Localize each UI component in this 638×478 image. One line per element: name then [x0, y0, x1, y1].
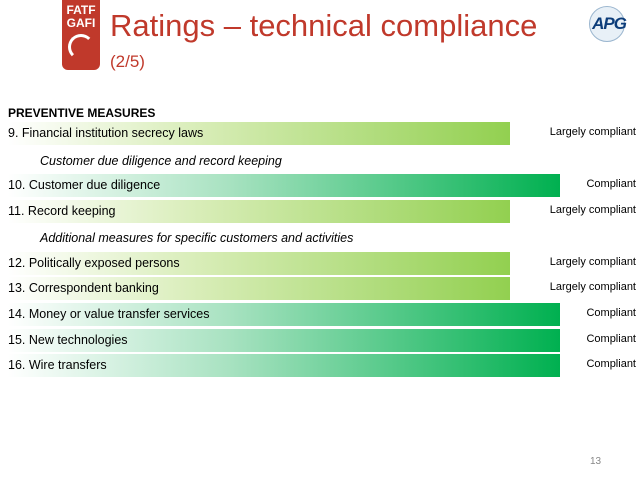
rating-bar	[8, 174, 560, 197]
rating-value: Compliant	[586, 307, 636, 319]
recommendation-label: 15. New technologies	[8, 333, 128, 347]
recommendation-label: 12. Politically exposed persons	[8, 256, 180, 270]
rating-value: Compliant	[586, 333, 636, 345]
rating-value: Largely compliant	[549, 204, 636, 216]
logo-text-apg: APG	[592, 14, 627, 33]
rating-row: 10. Customer due diligence Compliant	[8, 174, 636, 197]
recommendation-label: 13. Correspondent banking	[8, 281, 159, 295]
rating-bar	[8, 354, 560, 377]
rating-value: Largely compliant	[549, 126, 636, 138]
rating-row: 15. New technologies Compliant	[8, 329, 636, 352]
rating-row: 11. Record keeping Largely compliant	[8, 200, 636, 223]
rating-bar	[8, 252, 510, 275]
rating-row: 9. Financial institution secrecy laws La…	[8, 122, 636, 145]
logo-text-fatf: FATF	[66, 3, 96, 17]
recommendation-label: 14. Money or value transfer services	[8, 307, 210, 321]
recommendation-label: 9. Financial institution secrecy laws	[8, 126, 204, 140]
rating-value: Compliant	[586, 178, 636, 190]
subsection-heading: Customer due diligence and record keepin…	[40, 154, 282, 168]
page-number: 13	[590, 456, 602, 467]
rating-bar	[8, 329, 560, 352]
rating-value: Compliant	[586, 358, 636, 370]
logo-swirl-icon	[68, 34, 94, 60]
rating-row: 13. Correspondent banking Largely compli…	[8, 277, 636, 300]
rating-value: Largely compliant	[549, 281, 636, 293]
rating-bar	[8, 200, 510, 223]
recommendation-label: 10. Customer due diligence	[8, 178, 161, 192]
rating-row: 16. Wire transfers Compliant	[8, 354, 636, 377]
fatf-gafi-logo: FATF GAFI	[62, 0, 100, 70]
subsection-heading: Additional measures for specific custome…	[40, 231, 354, 245]
rating-bar	[8, 303, 560, 326]
recommendation-label: 11. Record keeping	[8, 204, 116, 218]
rating-row: 14. Money or value transfer services Com…	[8, 303, 636, 326]
page-subtitle: (2/5)	[110, 52, 145, 71]
rating-row: 12. Politically exposed persons Largely …	[8, 252, 636, 275]
apg-logo: APG	[585, 4, 633, 48]
rating-bar	[8, 122, 510, 145]
logo-text-gafi: GAFI	[66, 16, 96, 30]
recommendation-label: 16. Wire transfers	[8, 358, 107, 372]
page-title: Ratings – technical compliance	[110, 8, 538, 43]
globe-icon	[589, 6, 625, 42]
rating-bar	[8, 277, 510, 300]
section-heading: PREVENTIVE MEASURES	[8, 106, 156, 120]
rating-value: Largely compliant	[549, 256, 636, 268]
